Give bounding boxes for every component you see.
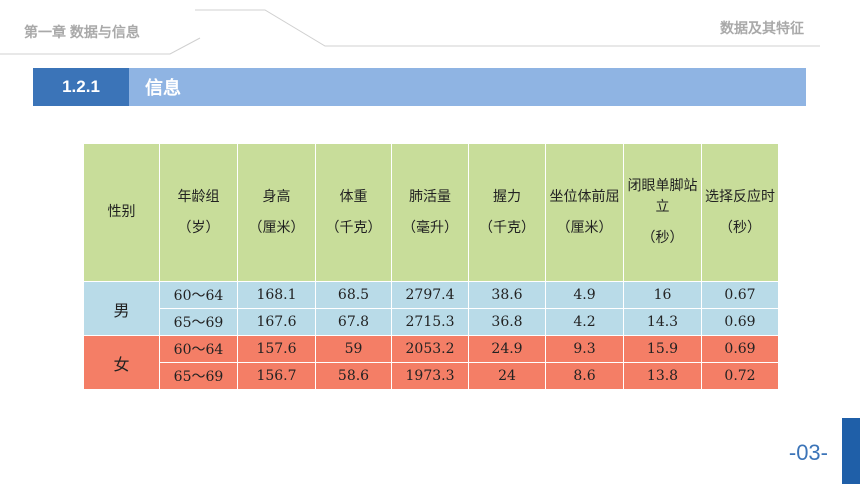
- table-cell: 0.72: [701, 362, 779, 390]
- table-row: 65～69 156.7 58.6 1973.3 24 8.6 13.8 0.72: [84, 362, 779, 390]
- table-cell: 0.69: [701, 308, 779, 336]
- gender-male: 男: [83, 281, 160, 336]
- table-row: 男 60～64 168.1 68.5 2797.4 38.6 4.9 16 0.…: [83, 281, 779, 336]
- header-decoration: [0, 9, 820, 55]
- table-cell: 59: [315, 335, 392, 363]
- table-cell: 2715.3: [391, 308, 469, 336]
- section-number: 1.2.1: [33, 68, 129, 106]
- section-bar: 1.2.1 信息: [33, 68, 806, 106]
- table-cell: 24: [468, 362, 546, 390]
- table-cell: 38.6: [468, 281, 546, 309]
- male-group: 男 60～64 168.1 68.5 2797.4 38.6 4.9 16 0.…: [83, 281, 779, 336]
- table-cell: 60～64: [159, 281, 238, 309]
- table-cell: 60～64: [159, 335, 238, 363]
- header-height: 身高 （厘米）: [237, 143, 316, 282]
- table-cell: 9.3: [545, 335, 624, 363]
- chapter-title: 第一章 数据与信息: [24, 24, 140, 40]
- table-cell: 14.3: [623, 308, 702, 336]
- table-cell: 157.6: [237, 335, 316, 363]
- table-cell: 24.9: [468, 335, 546, 363]
- page-number: -03-: [788, 440, 828, 465]
- table-cell: 67.8: [315, 308, 392, 336]
- table-cell: 58.6: [315, 362, 392, 390]
- header-weight: 体重 （千克）: [315, 143, 392, 282]
- female-group: 女 60～64 157.6 59 2053.2 24.9 9.3 15.9 0.…: [83, 335, 779, 390]
- header-age-group: 年龄组 （岁）: [159, 143, 238, 282]
- table-cell: 4.2: [545, 308, 624, 336]
- table-row: 女 60～64 157.6 59 2053.2 24.9 9.3 15.9 0.…: [83, 335, 779, 390]
- gender-female: 女: [83, 335, 160, 390]
- header-sit-reach: 坐位体前屈 （厘米）: [545, 143, 624, 282]
- table-cell: 68.5: [315, 281, 392, 309]
- table-cell: 2053.2: [391, 335, 469, 363]
- header-reaction: 选择反应时 （秒）: [701, 143, 779, 282]
- table-cell: 4.9: [545, 281, 624, 309]
- table-cell: 156.7: [237, 362, 316, 390]
- table-cell: 167.6: [237, 308, 316, 336]
- table-cell: 8.6: [545, 362, 624, 390]
- header-gender: 性别: [83, 143, 160, 282]
- header-lung-capacity: 肺活量 （毫升）: [391, 143, 469, 282]
- table-cell: 16: [623, 281, 702, 309]
- table-cell: 2797.4: [391, 281, 469, 309]
- table-cell: 36.8: [468, 308, 546, 336]
- table-row: 65～69 167.6 67.8 2715.3 36.8 4.2 14.3 0.…: [84, 308, 779, 336]
- section-title: 信息: [145, 78, 181, 98]
- fitness-table: 性别 年龄组 （岁） 身高 （厘米） 体重 （千克） 肺活量 （毫升） 握力 （…: [83, 143, 779, 390]
- table-cell: 13.8: [623, 362, 702, 390]
- section-name: 数据及其特征: [720, 20, 804, 36]
- table-cell: 15.9: [623, 335, 702, 363]
- header-grip: 握力 （千克）: [468, 143, 546, 282]
- table-cell: 65～69: [159, 362, 238, 390]
- corner-accent-bar: [842, 418, 860, 484]
- table-cell: 1973.3: [391, 362, 469, 390]
- table-cell: 0.67: [701, 281, 779, 309]
- table-header-row: 性别 年龄组 （岁） 身高 （厘米） 体重 （千克） 肺活量 （毫升） 握力 （…: [83, 143, 779, 282]
- table-cell: 65～69: [159, 308, 238, 336]
- table-cell: 168.1: [237, 281, 316, 309]
- header-balance: 闭眼单脚站立 （秒）: [623, 143, 702, 282]
- table-cell: 0.69: [701, 335, 779, 363]
